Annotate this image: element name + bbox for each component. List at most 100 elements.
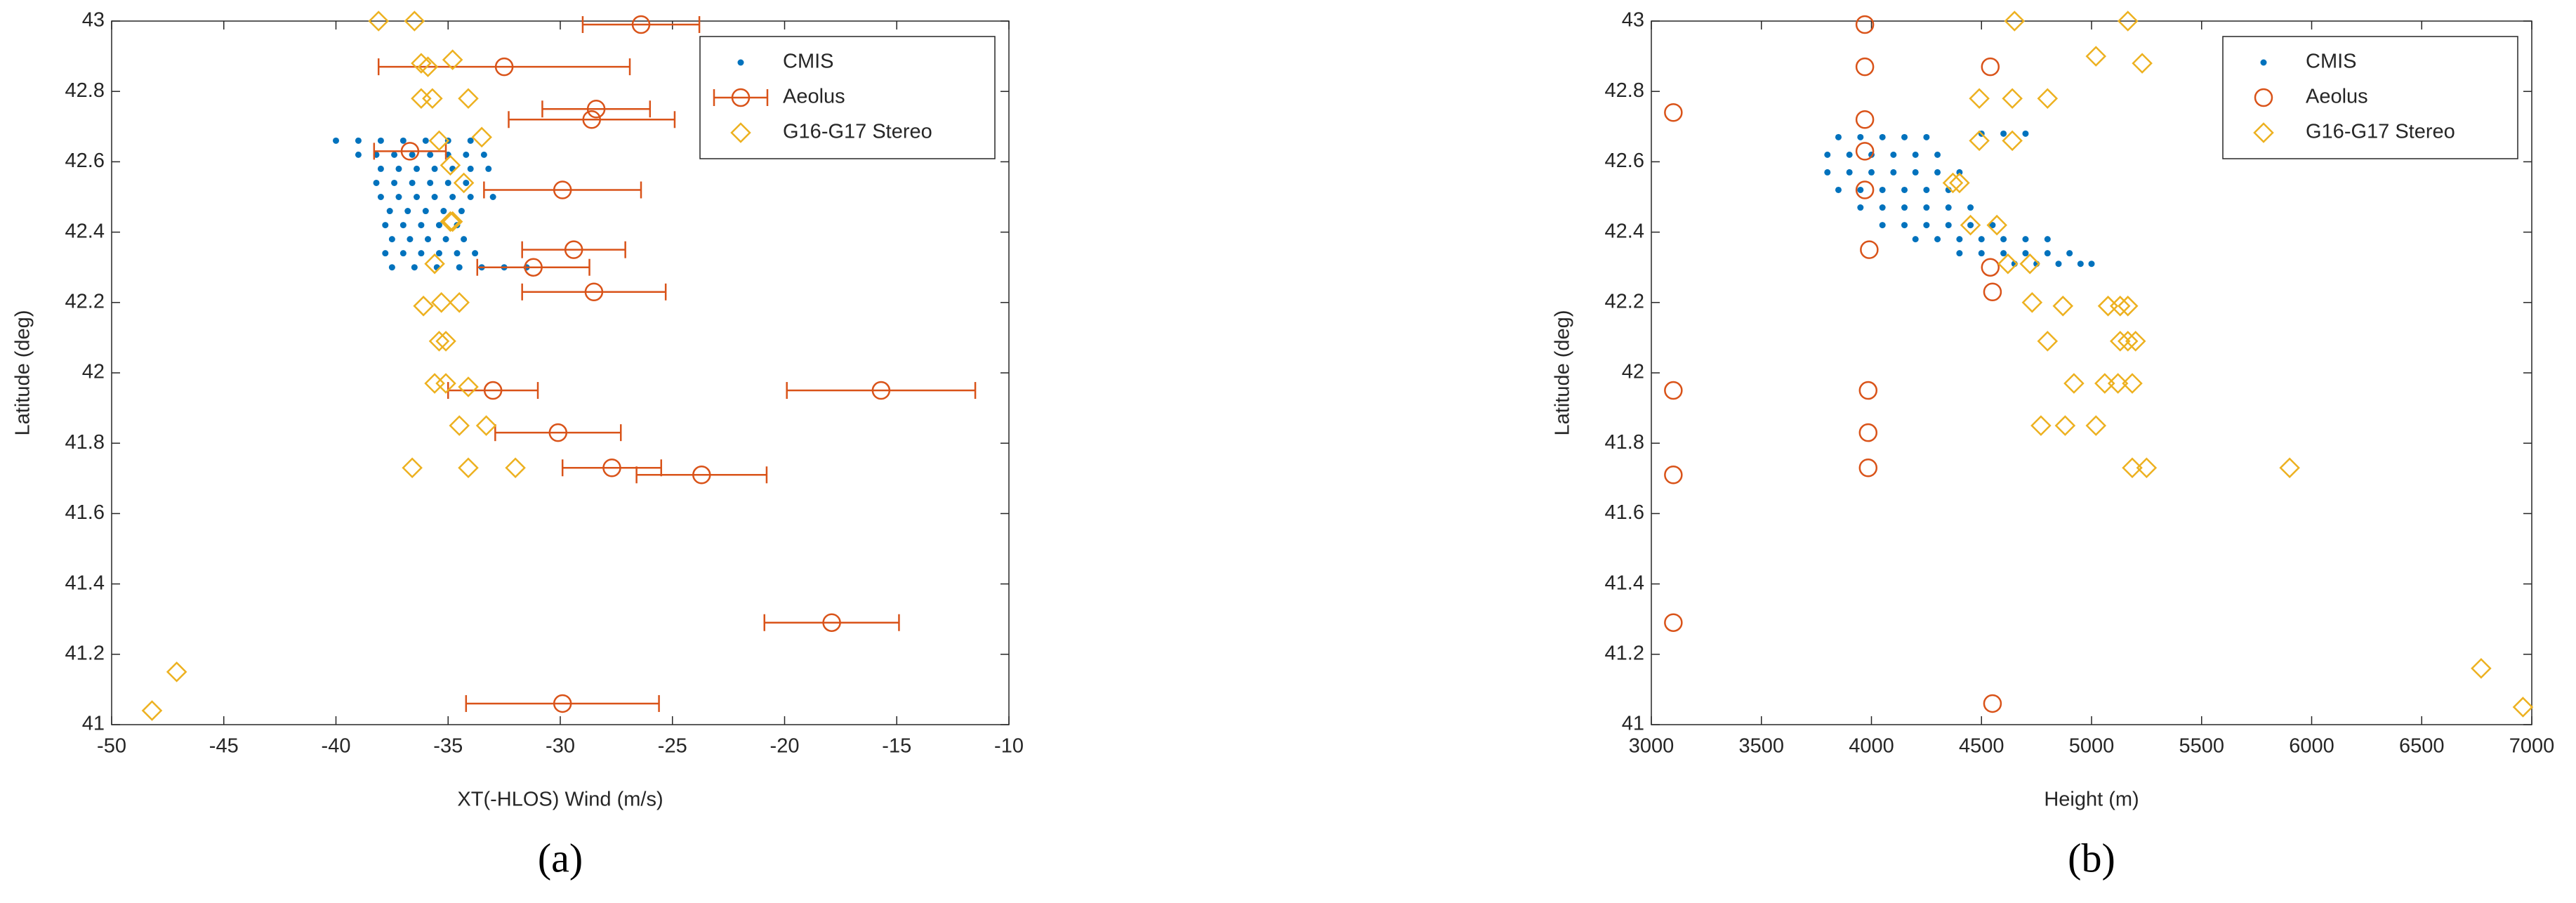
cmis-point [355,151,362,158]
cmis-point [391,151,398,158]
cmis-point [1824,169,1831,176]
cmis-point [467,194,474,200]
stereo-point [422,88,443,109]
stereo-point [2122,373,2143,394]
legend-label: G16-G17 Stereo [2306,121,2455,143]
aeolus-point [1858,423,1878,442]
cmis-point [2000,250,2007,257]
stereo-point [413,296,434,317]
stereo-point [442,49,463,70]
cmis-point [1945,222,1952,229]
stereo-point [2019,253,2040,275]
stereo-point [166,661,187,683]
cmis-point [1835,186,1842,193]
x-tick-label: 4000 [1849,735,1894,758]
x-tick-label: -25 [658,735,687,758]
legend-label: G16-G17 Stereo [783,121,932,143]
aeolus-point [553,694,572,713]
cmis-point [424,236,431,243]
x-tick-label: 4500 [1959,735,2004,758]
y-axis-label: Latitude (deg) [12,310,34,436]
y-tick-label: 41 [1622,713,1644,735]
y-tick-label: 43 [82,9,105,32]
aeolus-point [494,57,514,77]
cmis-point [2022,236,2029,243]
stereo-point [2037,88,2059,109]
x-axis-label: Height (m) [2044,789,2139,811]
cmis-point [395,165,402,172]
legend-marker [2253,122,2274,143]
x-tick-label: -45 [209,735,239,758]
error-bar [635,466,768,484]
y-tick-label: 42.8 [1605,79,1644,102]
cmis-point [404,208,411,215]
stereo-point [2136,457,2158,479]
y-tick-label: 42.6 [65,150,105,172]
cmis-point [1912,151,1919,158]
stereo-point [1969,130,1990,152]
cmis-point [386,208,393,215]
cmis-point [1956,169,1963,176]
legend-marker [730,122,751,143]
stereo-point [1949,172,1970,194]
error-bar [763,614,900,631]
cmis-point [458,208,465,215]
cmis-point [1824,151,1831,158]
cmis-point [427,151,434,158]
aeolus-point [564,240,583,259]
stereo-point [2037,331,2059,352]
cmis-point [2066,250,2073,257]
cmis-point [2022,250,2029,257]
x-tick-label: -20 [770,735,800,758]
x-tick-label: -40 [322,735,351,758]
x-tick-label: -35 [433,735,463,758]
error-bar [581,16,701,34]
y-tick-label: 43 [1622,9,1644,32]
y-tick-label: 42.6 [1605,150,1644,172]
cmis-point [1934,236,1941,243]
cmis-point [463,179,470,186]
x-tick-label: 5000 [2069,735,2115,758]
cmis-point [409,151,416,158]
error-bar [465,694,660,712]
aeolus-point [1664,381,1683,400]
aeolus-point [602,459,621,477]
y-tick-label: 41.4 [65,572,105,594]
cmis-point [467,137,474,144]
legend-label: Aeolus [783,86,845,108]
cmis-point [444,179,451,186]
stereo-point [368,11,389,32]
cmis-point [2044,250,2051,257]
cmis-point [355,137,362,144]
error-bar [494,424,622,442]
stereo-point [453,172,475,194]
x-tick-label: 3000 [1629,735,1675,758]
x-tick-label: 3500 [1738,735,1784,758]
cmis-point [2088,261,2095,268]
legend-marker [2260,59,2267,66]
aeolus-point [553,180,572,199]
cmis-point [1923,222,1930,229]
cmis-point [373,179,380,186]
stereo-point [440,154,461,176]
cmis-point [395,194,402,200]
cmis-point [1967,222,1974,229]
y-tick-label: 41.6 [65,501,105,524]
cmis-point [377,165,384,172]
cmis-point [442,236,449,243]
stereo-point [2021,292,2043,313]
cmis-point [1956,236,1963,243]
aeolus-point [400,142,420,161]
cmis-point [1857,186,1864,193]
y-tick-label: 41.2 [1605,642,1644,664]
y-tick-label: 42.8 [65,79,105,102]
y-tick-label: 42.4 [65,220,105,242]
x-tick-label: 5500 [2179,735,2224,758]
cmis-point [1879,186,1886,193]
stereo-point [2054,415,2076,436]
x-tick-label: 6500 [2399,735,2445,758]
cmis-point [1901,133,1908,140]
aeolus-point [1664,466,1683,485]
stereo-point [442,211,463,232]
aeolus-point [1664,613,1683,632]
